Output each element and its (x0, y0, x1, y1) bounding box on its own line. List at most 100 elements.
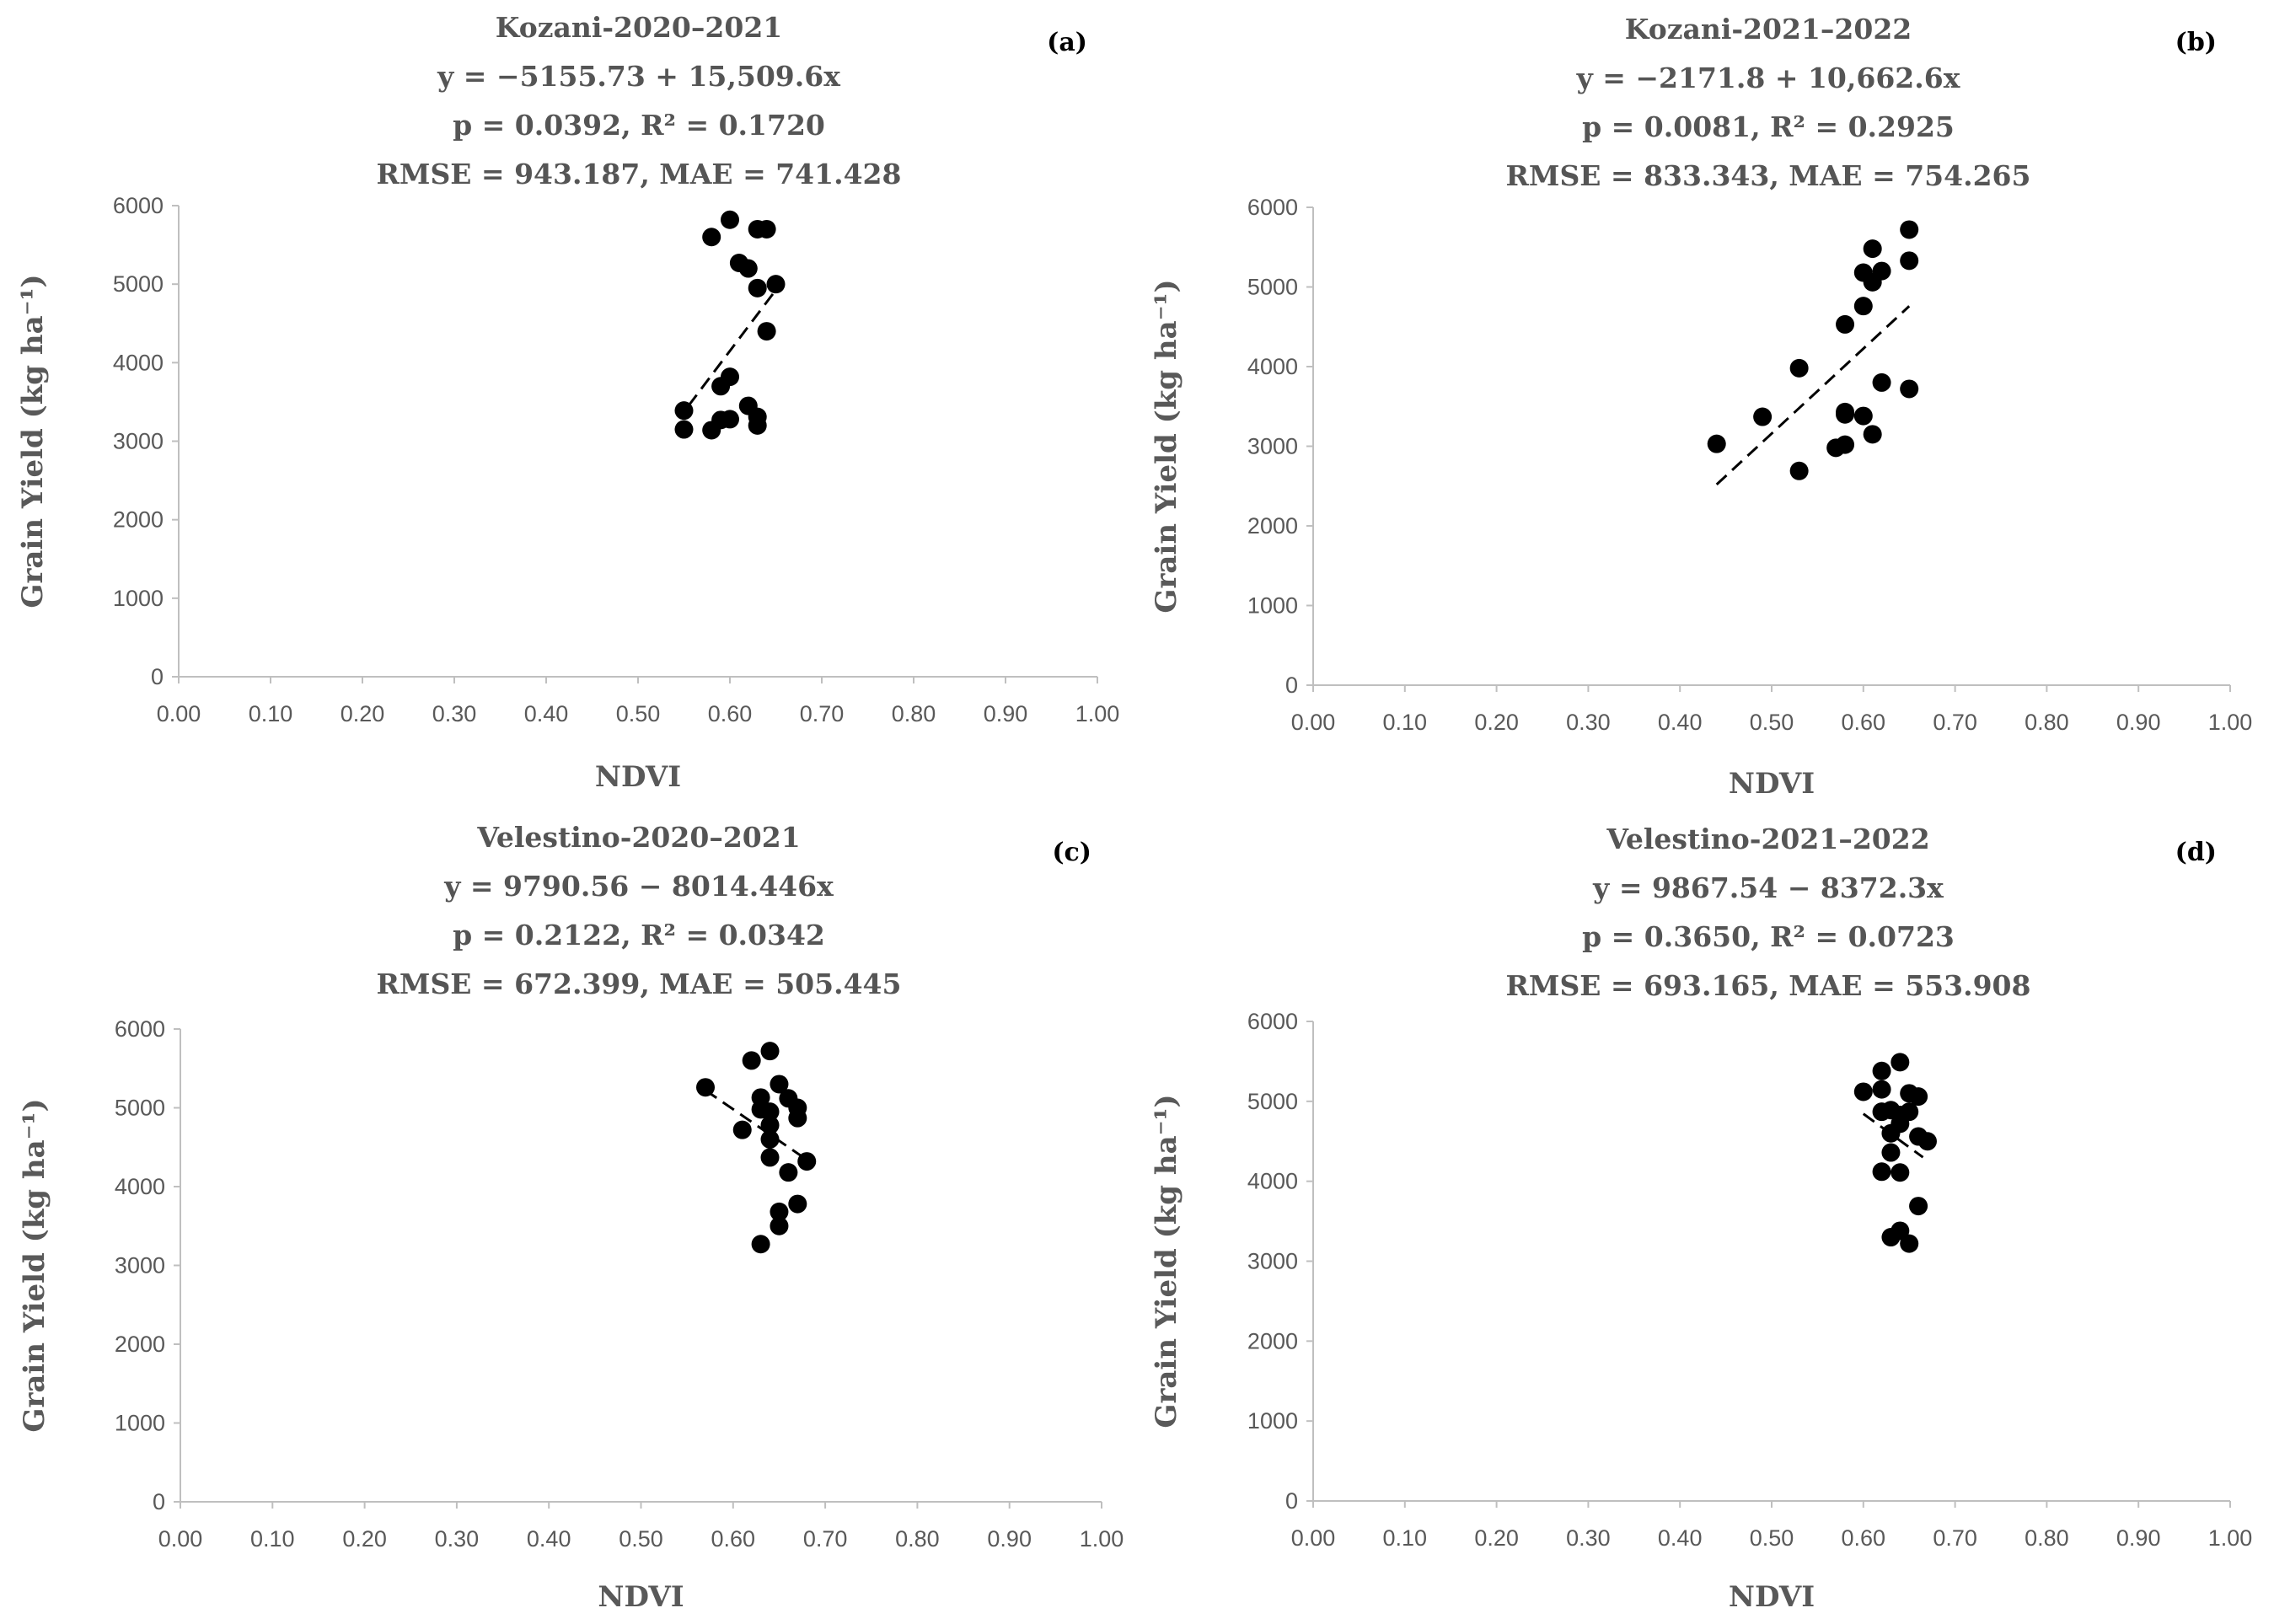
x-tick-label: 0.50 (1750, 710, 1794, 735)
y-axis-title: Grain Yield (kg ha⁻¹) (1150, 279, 1183, 613)
data-point (721, 210, 739, 229)
y-tick-label: 1000 (1247, 1408, 1298, 1434)
chart-subtitle-line: RMSE = 833.343, MAE = 754.265 (1506, 159, 2031, 192)
x-tick-label: 0.90 (2116, 710, 2161, 735)
x-tick-label: 0.20 (1474, 1525, 1519, 1551)
x-tick-label: 0.20 (1474, 710, 1519, 735)
x-tick-label: 0.90 (2116, 1525, 2161, 1551)
chart-subtitle-line: y = −2171.8 + 10,662.6x (1576, 62, 1960, 94)
data-point (797, 1152, 817, 1171)
y-tick-label: 5000 (1247, 1089, 1298, 1114)
data-point (1789, 358, 1809, 378)
data-point (1881, 1143, 1901, 1162)
data-point (766, 275, 786, 294)
y-tick-label: 2000 (113, 507, 164, 533)
y-tick-label: 5000 (113, 271, 164, 297)
data-point (1891, 1163, 1910, 1182)
y-tick-label: 5000 (115, 1096, 165, 1121)
data-point (788, 1194, 807, 1214)
data-point (702, 421, 721, 440)
x-tick-label: 0.40 (1658, 1525, 1703, 1551)
x-tick-label: 0.60 (1842, 710, 1886, 735)
data-point (1909, 1087, 1928, 1107)
x-tick-label: 0.60 (711, 1526, 756, 1552)
y-tick-label: 0 (1285, 673, 1298, 698)
chart-subtitle-line: p = 0.0081, R² = 0.2925 (1582, 110, 1955, 143)
data-point (1872, 1162, 1891, 1182)
data-point (1872, 1061, 1891, 1080)
x-tick-label: 0.10 (249, 701, 293, 726)
data-point (711, 377, 731, 396)
chart-subtitle-line: p = 0.2122, R² = 0.0342 (453, 919, 825, 951)
y-tick-label: 1000 (115, 1411, 165, 1436)
data-point (1853, 297, 1873, 316)
chart-subtitle-line: RMSE = 693.165, MAE = 553.908 (1506, 969, 2031, 1002)
chart-subtitle-line: p = 0.3650, R² = 0.0723 (1582, 920, 1955, 953)
y-tick-label: 3000 (1247, 1249, 1298, 1274)
x-axis-title: NDVI (598, 1580, 684, 1614)
data-point (1863, 272, 1882, 292)
x-axis-title: NDVI (1729, 1580, 1815, 1614)
y-tick-label: 3000 (113, 429, 164, 454)
data-point (1853, 1082, 1873, 1101)
data-point (760, 1042, 780, 1061)
trendline (1715, 305, 1911, 485)
chart-subtitle-line: RMSE = 943.187, MAE = 741.428 (377, 158, 902, 190)
x-tick-label: 0.10 (250, 1526, 295, 1552)
x-tick-label: 0.30 (435, 1526, 480, 1552)
y-tick-label: 0 (151, 664, 164, 689)
y-tick-label: 0 (153, 1489, 165, 1514)
y-tick-label: 2000 (1247, 513, 1298, 539)
y-tick-label: 4000 (1247, 354, 1298, 379)
data-point (1909, 1197, 1928, 1216)
chart-subtitle-line: y = 9790.56 − 8014.446x (443, 870, 834, 903)
data-point (779, 1163, 798, 1182)
data-point (788, 1108, 807, 1128)
trendline (687, 289, 777, 407)
data-point (748, 415, 767, 435)
x-tick-label: 0.00 (1291, 1525, 1336, 1551)
x-tick-label: 0.70 (800, 701, 845, 726)
chart-subtitle-line: p = 0.0392, R² = 0.1720 (453, 109, 825, 142)
data-point (760, 1129, 780, 1149)
data-point (738, 259, 758, 278)
data-point (748, 278, 767, 297)
data-point (1853, 406, 1873, 426)
data-point (721, 410, 739, 429)
panel-label: (d) (2175, 838, 2217, 867)
data-point (1881, 1228, 1901, 1247)
x-tick-label: 1.00 (2208, 1525, 2253, 1551)
x-tick-label: 0.50 (1750, 1525, 1794, 1551)
chart-title: Velestino-2020–2021 (476, 821, 800, 854)
panel-label: (b) (2175, 28, 2217, 57)
data-point (1872, 1080, 1891, 1099)
trendline (1862, 1112, 1924, 1159)
x-tick-label: 0.90 (987, 1526, 1032, 1552)
x-tick-label: 0.10 (1383, 1525, 1428, 1551)
y-tick-label: 2000 (115, 1332, 165, 1357)
data-point (696, 1078, 716, 1097)
y-axis-title: Grain Yield (kg ha⁻¹) (1150, 1094, 1183, 1428)
chart-title: Velestino-2021–2022 (1606, 823, 1929, 855)
data-point (757, 322, 776, 341)
x-tick-label: 1.00 (2208, 710, 2253, 735)
chart-subtitle-line: RMSE = 672.399, MAE = 505.445 (377, 967, 902, 1000)
y-tick-label: 3000 (115, 1253, 165, 1278)
data-point (770, 1075, 789, 1094)
data-point (674, 401, 694, 421)
x-tick-label: 0.40 (1658, 710, 1703, 735)
data-point (674, 420, 694, 439)
data-point (732, 1120, 752, 1139)
chart-panel-c: Velestino-2020–2021 y = 9790.56 − 8014.44… (18, 821, 1124, 1614)
data-point (1900, 220, 1919, 239)
y-tick-label: 4000 (1247, 1169, 1298, 1194)
data-point (1863, 239, 1882, 259)
y-tick-label: 0 (1285, 1488, 1298, 1514)
data-point (1891, 1053, 1910, 1072)
x-tick-label: 0.30 (1566, 710, 1611, 735)
x-tick-label: 0.80 (895, 1526, 940, 1552)
data-point (1836, 405, 1855, 424)
y-tick-label: 4000 (113, 350, 164, 375)
x-tick-label: 0.60 (1842, 1525, 1886, 1551)
